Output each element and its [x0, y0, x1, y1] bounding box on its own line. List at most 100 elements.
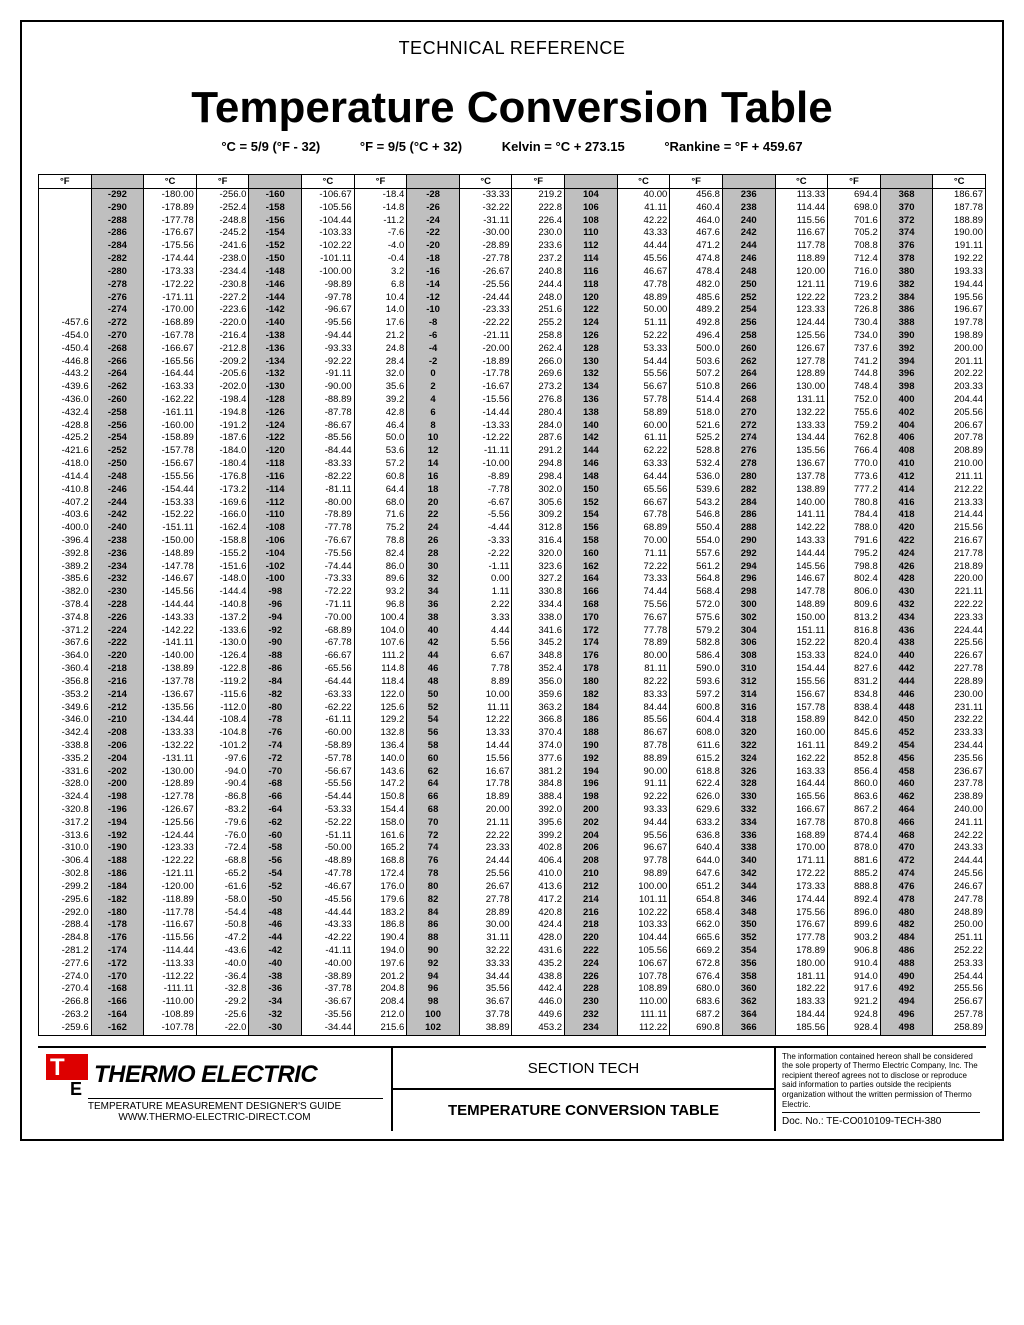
cell-f: 669.2 — [670, 945, 723, 958]
cell-mid: 340 — [722, 855, 775, 868]
cell-c: 256.67 — [933, 996, 986, 1009]
cell-mid: 178 — [565, 663, 618, 676]
formula-3: Kelvin = °C + 273.15 — [502, 139, 625, 154]
footer-sub2: WWW.THERMO-ELECTRIC-DIRECT.COM — [46, 1112, 383, 1123]
cell-f: 838.4 — [828, 702, 881, 715]
cell-mid: -224 — [91, 625, 144, 638]
cell-mid: -2 — [407, 356, 460, 369]
cell-mid: 54 — [407, 714, 460, 727]
cell-f: 190.4 — [354, 932, 407, 945]
cell-f: -47.2 — [196, 932, 249, 945]
cell-f: 352.4 — [512, 663, 565, 676]
cell-mid: 88 — [407, 932, 460, 945]
cell-mid: -120 — [249, 445, 302, 458]
cell-c: 112.22 — [617, 1022, 670, 1035]
cell-c: -80.00 — [302, 497, 355, 510]
cell-mid: -130 — [249, 381, 302, 394]
footer-title2: TEMPERATURE CONVERSION TABLE — [393, 1090, 774, 1131]
cell-f: 647.6 — [670, 868, 723, 881]
cell-f: 35.6 — [354, 381, 407, 394]
cell-c: 223.33 — [933, 612, 986, 625]
cell-c: 181.11 — [775, 971, 828, 984]
cell-f: 878.0 — [828, 842, 881, 855]
cell-f: -356.8 — [39, 676, 92, 689]
cell-f: 388.4 — [512, 791, 565, 804]
cell-mid: 378 — [880, 253, 933, 266]
cell-c: 32.22 — [459, 945, 512, 958]
cell-c: 54.44 — [617, 356, 670, 369]
cell-f: 507.2 — [670, 368, 723, 381]
cell-mid: -10 — [407, 304, 460, 317]
cell-f: 536.0 — [670, 471, 723, 484]
cell-mid: 484 — [880, 932, 933, 945]
cell-f: 14.0 — [354, 304, 407, 317]
cell-c: -66.67 — [302, 650, 355, 663]
col-header: °C — [302, 175, 355, 189]
cell-f: 741.2 — [828, 356, 881, 369]
col-header — [565, 175, 618, 189]
cell-c: 73.33 — [617, 573, 670, 586]
cell-c: 257.78 — [933, 1009, 986, 1022]
cell-c: 248.89 — [933, 907, 986, 920]
cell-c: 175.56 — [775, 907, 828, 920]
cell-c: -18.89 — [459, 356, 512, 369]
cell-c: -31.11 — [459, 215, 512, 228]
cell-c: 192.22 — [933, 253, 986, 266]
cell-mid: 140 — [565, 420, 618, 433]
col-header: °F — [512, 175, 565, 189]
cell-c: -54.44 — [302, 791, 355, 804]
cell-f: -364.0 — [39, 650, 92, 663]
cell-f: 176.0 — [354, 881, 407, 894]
cell-c: -22.22 — [459, 317, 512, 330]
cell-mid: 208 — [565, 855, 618, 868]
cell-mid: 390 — [880, 330, 933, 343]
cell-mid: -164 — [91, 1009, 144, 1022]
cell-f: 928.4 — [828, 1022, 881, 1035]
cell-c: 83.33 — [617, 689, 670, 702]
cell-mid: -292 — [91, 189, 144, 202]
col-header: °F — [670, 175, 723, 189]
cell-mid: 146 — [565, 458, 618, 471]
cell-f: 158.0 — [354, 817, 407, 830]
cell-mid: -148 — [249, 266, 302, 279]
cell-c: -46.67 — [302, 881, 355, 894]
cell-mid: 34 — [407, 586, 460, 599]
cell-c: -170.00 — [144, 304, 197, 317]
cell-mid: 14 — [407, 458, 460, 471]
cell-f: 770.0 — [828, 458, 881, 471]
cell-f: 230.0 — [512, 227, 565, 240]
cell-mid: -106 — [249, 535, 302, 548]
cell-c: 46.67 — [617, 266, 670, 279]
cell-mid: 386 — [880, 304, 933, 317]
cell-f: -252.4 — [196, 202, 249, 215]
cell-f: 773.6 — [828, 471, 881, 484]
cell-c: -17.78 — [459, 368, 512, 381]
cell-c: 5.56 — [459, 637, 512, 650]
cell-mid: 50 — [407, 689, 460, 702]
cell-c: 255.56 — [933, 983, 986, 996]
cell-mid: -126 — [249, 407, 302, 420]
cell-mid: 210 — [565, 868, 618, 881]
cell-f: -144.4 — [196, 586, 249, 599]
cell-f: 561.2 — [670, 561, 723, 574]
cell-c: -107.78 — [144, 1022, 197, 1035]
cell-mid: 230 — [565, 996, 618, 1009]
cell-mid: -156 — [249, 215, 302, 228]
cell-c: -78.89 — [302, 509, 355, 522]
cell-f: 356.0 — [512, 676, 565, 689]
cell-f: 615.2 — [670, 753, 723, 766]
cell-mid: 326 — [722, 766, 775, 779]
cell-c: -96.67 — [302, 304, 355, 317]
cell-mid: -96 — [249, 599, 302, 612]
cell-c: 180.00 — [775, 958, 828, 971]
footer-sub1: TEMPERATURE MEASUREMENT DESIGNER'S GUIDE — [46, 1101, 383, 1112]
cell-f: -320.8 — [39, 804, 92, 817]
cell-mid: 486 — [880, 945, 933, 958]
cell-mid: 274 — [722, 432, 775, 445]
cell-mid: -166 — [91, 996, 144, 1009]
cell-f: -428.8 — [39, 420, 92, 433]
cell-f: -79.6 — [196, 817, 249, 830]
cell-mid: 64 — [407, 778, 460, 791]
cell-mid: -178 — [91, 919, 144, 932]
cell-c: 53.33 — [617, 343, 670, 356]
